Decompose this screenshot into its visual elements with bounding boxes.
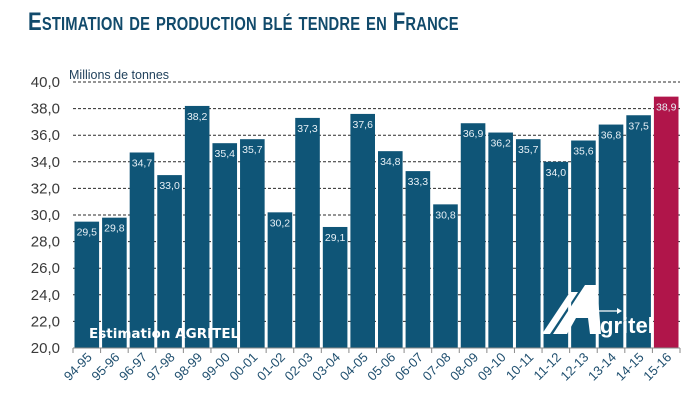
- value-labels: 29,5 29,8 34,7 33,0 38,2 35,4 35,7 30,2 37,3 29,1…: [77, 102, 677, 244]
- y-axis-unit-label: Millions de tonnes: [69, 68, 169, 82]
- x-tick-label: 01-02: [254, 350, 288, 384]
- bar-value-label: 38,9: [656, 102, 677, 114]
- bar-14-15: [626, 115, 651, 348]
- bar-07-08: [433, 204, 458, 348]
- x-tick-label: 97-98: [144, 350, 178, 384]
- y-tick-label: 28,0: [31, 234, 60, 251]
- bar-96-97: [129, 152, 155, 348]
- bar-value-label: 35,7: [518, 144, 539, 156]
- bar-value-label: 35,6: [573, 146, 594, 158]
- bar-value-label: 29,1: [325, 232, 346, 244]
- bar-value-label: 37,5: [628, 120, 649, 132]
- bar-value-label: 29,8: [104, 223, 125, 235]
- x-tick-label: 13-14: [585, 350, 619, 384]
- y-tick-label: 30,0: [31, 207, 60, 224]
- x-tick-label: 09-10: [475, 350, 509, 384]
- bar-value-label: 30,8: [435, 209, 456, 221]
- estimation-annotation: Estimation AGRITEL: [89, 326, 240, 342]
- bar-99-00: [212, 143, 238, 348]
- bar-value-label: 35,4: [215, 148, 236, 160]
- chart-title: Estimation de production blé tendre en F…: [28, 8, 459, 36]
- x-tick-label: 99-00: [199, 350, 233, 384]
- bar-value-label: 37,3: [297, 123, 318, 135]
- y-axis: 20,0 22,0 24,0 26,0 28,0 30,0 32,0 34,0 36,0 38,0…: [31, 74, 60, 357]
- x-tick-label: 14-15: [613, 350, 647, 384]
- bar-06-07: [405, 171, 431, 348]
- bar-value-label: 37,6: [352, 119, 373, 131]
- y-tick-label: 24,0: [31, 287, 60, 304]
- bar-value-label: 33,0: [159, 180, 180, 192]
- bar-08-09: [460, 123, 486, 348]
- x-axis: 94-9595-9696-9797-9898-9999-0000-0101-02…: [61, 347, 681, 384]
- x-tick-label: 06-07: [392, 350, 426, 384]
- bar-00-01: [240, 139, 265, 348]
- x-tick-label: 04-05: [337, 350, 371, 384]
- y-tick-label: 36,0: [31, 127, 60, 144]
- x-tick-label: 98-99: [171, 350, 205, 384]
- x-tick-label: 11-12: [531, 350, 564, 383]
- bar-value-label: 35,7: [242, 144, 263, 156]
- bar-97-98: [157, 175, 182, 348]
- bar-value-label: 34,0: [546, 167, 567, 179]
- y-tick-label: 26,0: [31, 260, 60, 277]
- x-tick-label: 12-13: [557, 350, 591, 384]
- bar-09-10: [488, 132, 513, 348]
- x-tick-label: 07-08: [419, 350, 453, 384]
- y-tick-label: 32,0: [31, 180, 60, 197]
- x-tick-label: 08-09: [447, 350, 481, 384]
- y-tick-label: 38,0: [31, 101, 60, 118]
- bar-value-label: 36,2: [490, 138, 511, 150]
- y-tick-label: 34,0: [31, 154, 60, 171]
- bar-value-label: 33,3: [408, 176, 429, 188]
- bar-05-06: [378, 151, 403, 348]
- bar-value-label: 36,8: [601, 130, 622, 142]
- bar-03-04: [322, 226, 348, 348]
- x-tick-label: 03-04: [309, 350, 343, 384]
- bar-value-label: 36,9: [463, 128, 484, 140]
- bar-15-16: [653, 96, 679, 348]
- bar-98-99: [184, 105, 210, 348]
- bar-value-label: 34,8: [380, 156, 401, 168]
- bar-02-03: [295, 117, 320, 348]
- logo-arrow-head: [617, 308, 622, 314]
- y-tick-label: 40,0: [31, 74, 60, 91]
- y-tick-label: 22,0: [31, 313, 60, 330]
- x-tick-label: 94-95: [61, 350, 95, 384]
- bar-94-95: [74, 221, 100, 348]
- bar-value-label: 38,2: [187, 111, 208, 123]
- bar-value-label: 30,2: [270, 217, 291, 229]
- y-tick-label: 20,0: [31, 340, 60, 357]
- x-tick-label: 10-11: [503, 350, 536, 383]
- x-tick-label: 00-01: [226, 350, 260, 384]
- bar-95-96: [102, 217, 127, 348]
- agritel-logo: gritel: [542, 285, 654, 338]
- bar-10-11: [515, 139, 541, 348]
- logo-text: gritel: [600, 313, 654, 338]
- x-tick-label: 15-16: [640, 350, 674, 384]
- bar-value-label: 34,7: [132, 157, 153, 169]
- bars: [74, 96, 679, 348]
- x-tick-label: 05-06: [364, 350, 398, 384]
- x-tick-label: 96-97: [116, 350, 150, 384]
- bar-04-05: [350, 113, 375, 348]
- x-tick-label: 02-03: [282, 350, 316, 384]
- logo-letter-a: [553, 285, 601, 334]
- logo-stripe: [542, 292, 578, 334]
- x-tick-label: 95-96: [88, 350, 122, 384]
- bar-01-02: [267, 212, 293, 348]
- bar-value-label: 29,5: [77, 227, 98, 239]
